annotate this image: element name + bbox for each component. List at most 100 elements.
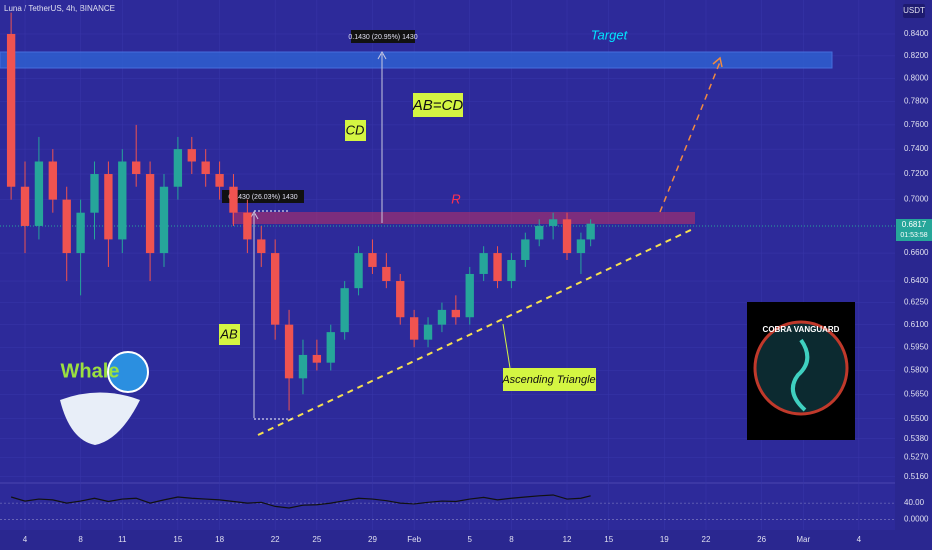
candle-body (535, 225, 544, 240)
y-tick-label: 0.5500 (904, 414, 929, 423)
y-tick-label: 0.5800 (904, 366, 929, 375)
candle-body (521, 239, 530, 260)
triangle-box (503, 368, 596, 391)
target-zone (0, 51, 833, 69)
x-tick-label: 22 (271, 535, 280, 544)
candle-body (34, 161, 44, 226)
whale-logo-circle (107, 351, 149, 393)
candle-body (132, 161, 141, 175)
candle-body (368, 253, 377, 267)
candle-body (451, 309, 461, 318)
y-tick-label: 0.6250 (904, 298, 929, 307)
x-tick-label: Feb (407, 535, 421, 544)
candle-body (465, 273, 474, 318)
candle-body (326, 332, 335, 363)
y-tick-label: 0.7200 (904, 169, 929, 178)
whale-logo-body (60, 392, 140, 445)
candle-body (118, 161, 127, 240)
x-tick-label: 19 (660, 535, 669, 544)
y-tick-label: 0.5950 (904, 342, 929, 351)
currency: USDT (903, 6, 925, 15)
y-tick-label: 0.5160 (904, 472, 929, 481)
candle-body (562, 219, 572, 254)
cd-label: CD (346, 122, 365, 137)
y-tick-label: 0.5270 (904, 453, 929, 462)
candle-body (271, 253, 280, 325)
candle-body (576, 239, 586, 254)
measure-cd-label: 0.1430 (20.95%) 1430 (348, 34, 417, 41)
x-tick-label: 5 (468, 535, 473, 544)
x-tick-label: 29 (368, 535, 377, 544)
last-price-box (896, 219, 932, 241)
measure-ab-box (222, 190, 304, 203)
y-tick-label: 0.8000 (904, 73, 929, 82)
resistance-zone (232, 212, 695, 224)
trendline (257, 227, 696, 436)
x-tick-label: 22 (702, 535, 711, 544)
price-axis (895, 0, 932, 550)
candle-body (340, 288, 349, 333)
cobra-logo-snake (790, 338, 810, 412)
indicator-tick-label: 40.00 (904, 498, 925, 507)
indicator-tick-label: 0.0000 (904, 515, 929, 524)
candle-body (229, 186, 238, 213)
cd-box (345, 120, 366, 141)
y-tick-label: 0.6400 (904, 276, 929, 285)
candle-body (493, 253, 502, 282)
countdown: 01:53:58 (900, 232, 927, 239)
candle-body (159, 186, 169, 254)
x-tick-label: 25 (312, 535, 321, 544)
y-tick-label: 0.8200 (904, 51, 929, 60)
x-tick-label: 8 (78, 535, 83, 544)
projection (659, 61, 721, 213)
candle-body (187, 149, 196, 162)
indicator-line (10, 494, 591, 509)
projection-arrow (712, 56, 723, 68)
candle-body (6, 33, 16, 187)
chart-title: Luna / TetherUS, 4h, BINANCE (4, 4, 115, 13)
x-tick-label: 4 (857, 535, 862, 544)
cobra-logo-text: COBRA VANGUARD (763, 325, 840, 334)
x-tick-label: 8 (509, 535, 514, 544)
candle-body (62, 199, 71, 254)
candle-body (76, 212, 85, 254)
x-tick-label: 15 (604, 535, 613, 544)
candle-body (507, 259, 516, 282)
currency-box (903, 4, 925, 18)
x-tick-label: 11 (118, 535, 127, 544)
candle-body (90, 174, 99, 213)
y-tick-label: 0.7000 (904, 195, 929, 204)
candle-body (298, 354, 308, 379)
candle-body (382, 266, 391, 282)
cobra-logo-circle (753, 320, 849, 416)
candle-body (312, 354, 322, 363)
candle-body (409, 317, 419, 340)
x-tick-label: 15 (173, 535, 182, 544)
candle-body (104, 174, 113, 240)
candle-body (215, 174, 224, 187)
y-tick-label: 0.7800 (904, 96, 929, 105)
measure-ab-label: 0.1430 (26.03%) 1430 (228, 194, 297, 201)
x-tick-label: 4 (23, 535, 28, 544)
candle-body (20, 186, 30, 226)
triangle-label: Ascending Triangle (501, 374, 595, 386)
ab-label: AB (219, 326, 238, 341)
y-tick-label: 0.6100 (904, 320, 929, 329)
y-tick-label: 0.7600 (904, 120, 929, 129)
candle-body (284, 324, 294, 379)
x-tick-label: 12 (563, 535, 572, 544)
candle-body (396, 281, 405, 318)
candle-body (548, 219, 558, 226)
x-tick-label: 26 (757, 535, 766, 544)
x-tick-label: Mar (796, 535, 810, 544)
candle-body (354, 253, 363, 289)
ab-box (219, 324, 240, 345)
candle-body (257, 239, 266, 254)
candle-body (479, 253, 488, 274)
candle-body (243, 212, 252, 240)
resistance-label: R (451, 191, 460, 206)
candle-body (586, 223, 595, 240)
abcd-label: AB=CD (412, 97, 464, 114)
measure-cd-box (351, 30, 415, 43)
